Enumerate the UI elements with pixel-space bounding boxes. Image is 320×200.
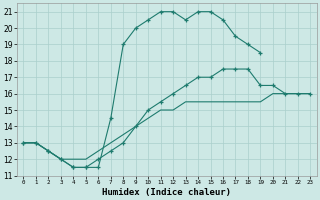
- X-axis label: Humidex (Indice chaleur): Humidex (Indice chaleur): [102, 188, 231, 197]
